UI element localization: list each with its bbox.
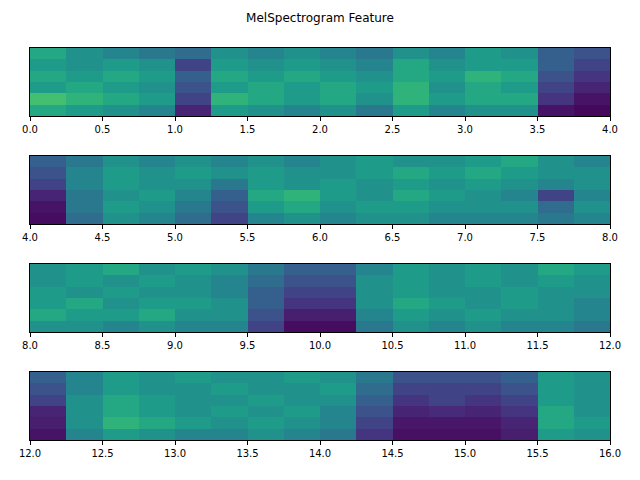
svg-text:14.0: 14.0 <box>309 448 331 459</box>
svg-text:12.0: 12.0 <box>19 448 41 459</box>
svg-text:3.5: 3.5 <box>530 124 546 135</box>
svg-text:14.5: 14.5 <box>381 448 403 459</box>
svg-text:10.5: 10.5 <box>381 340 403 351</box>
svg-text:12.0: 12.0 <box>599 340 621 351</box>
svg-text:12.5: 12.5 <box>91 448 113 459</box>
svg-text:1.5: 1.5 <box>240 124 256 135</box>
svg-text:5.0: 5.0 <box>167 232 183 243</box>
svg-text:2.5: 2.5 <box>385 124 401 135</box>
svg-text:2.0: 2.0 <box>312 124 328 135</box>
svg-text:4.0: 4.0 <box>602 124 618 135</box>
svg-text:10.0: 10.0 <box>309 340 331 351</box>
svg-text:9.0: 9.0 <box>167 340 183 351</box>
svg-text:15.0: 15.0 <box>454 448 476 459</box>
svg-text:3.0: 3.0 <box>457 124 473 135</box>
svg-text:11.0: 11.0 <box>454 340 476 351</box>
svg-text:11.5: 11.5 <box>526 340 548 351</box>
svg-text:16.0: 16.0 <box>599 448 621 459</box>
svg-text:MelSpectrogram Feature: MelSpectrogram Feature <box>246 11 394 25</box>
svg-text:15.5: 15.5 <box>526 448 548 459</box>
svg-text:7.5: 7.5 <box>530 232 546 243</box>
svg-text:9.5: 9.5 <box>240 340 256 351</box>
svg-text:6.0: 6.0 <box>312 232 328 243</box>
svg-text:8.0: 8.0 <box>602 232 618 243</box>
svg-text:0.0: 0.0 <box>22 124 38 135</box>
svg-text:5.5: 5.5 <box>240 232 256 243</box>
svg-text:13.0: 13.0 <box>164 448 186 459</box>
svg-text:4.5: 4.5 <box>95 232 111 243</box>
svg-text:7.0: 7.0 <box>457 232 473 243</box>
svg-text:6.5: 6.5 <box>385 232 401 243</box>
svg-text:4.0: 4.0 <box>22 232 38 243</box>
svg-text:8.0: 8.0 <box>22 340 38 351</box>
svg-text:13.5: 13.5 <box>236 448 258 459</box>
svg-text:1.0: 1.0 <box>167 124 183 135</box>
svg-text:0.5: 0.5 <box>95 124 111 135</box>
svg-text:8.5: 8.5 <box>95 340 111 351</box>
